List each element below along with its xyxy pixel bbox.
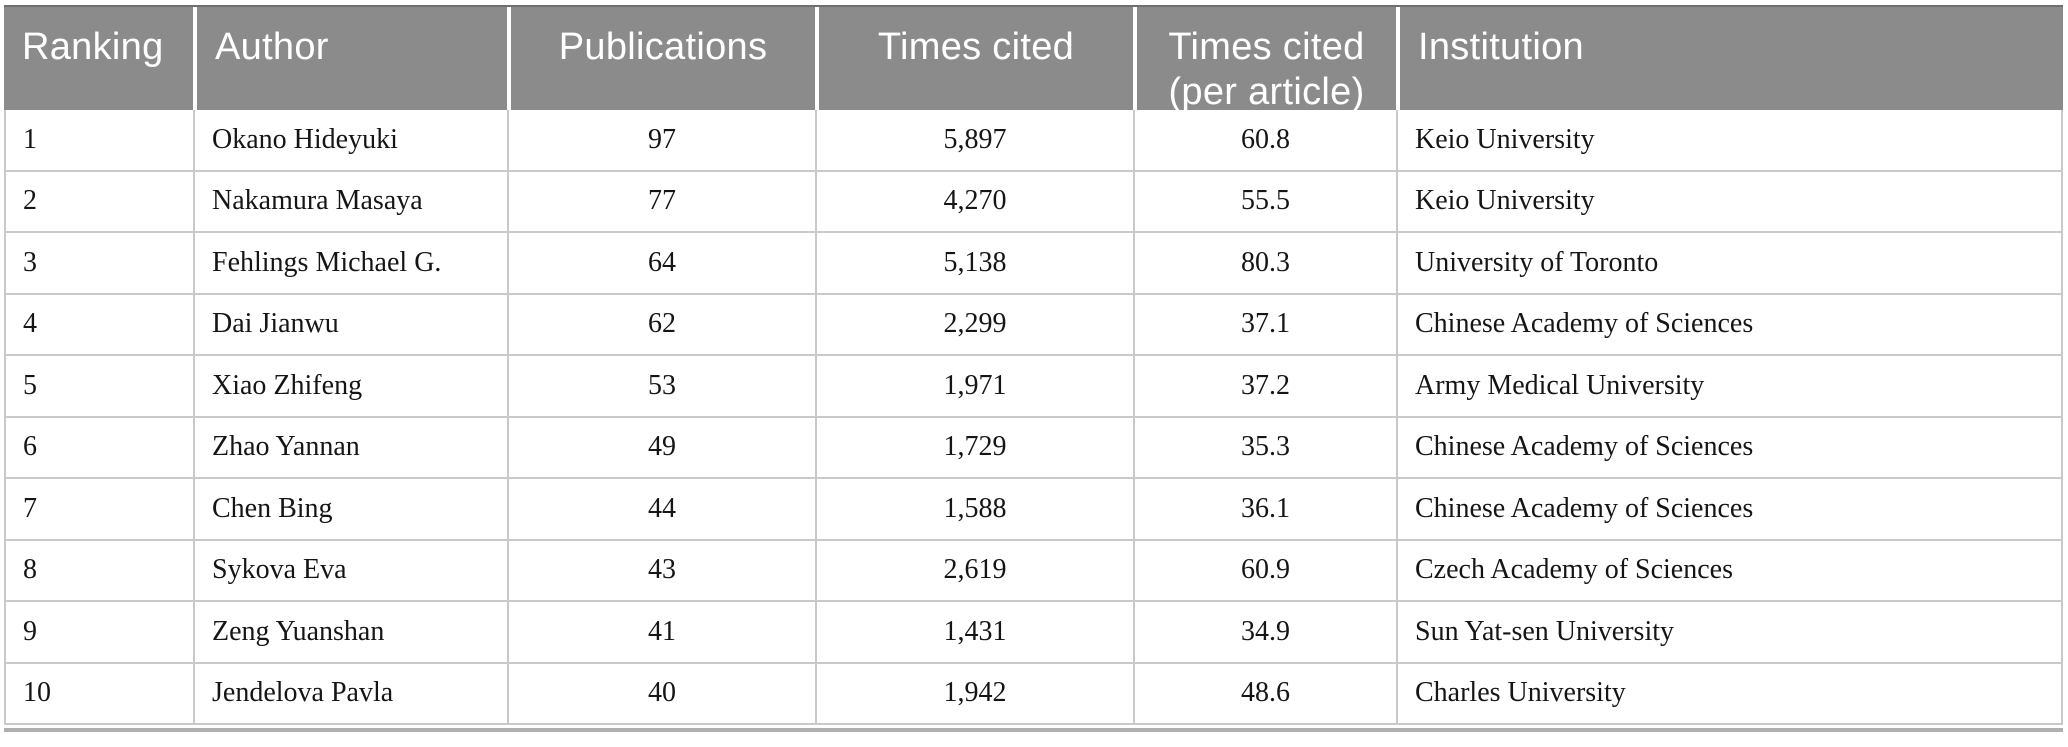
column-header-label: Times cited [877,26,1075,68]
cell-author: Fehlings Michael G. [195,233,509,293]
cell-ranking: 7 [6,479,195,539]
cell-publications: 62 [509,294,817,354]
cell-institution: Keio University [1415,185,1595,217]
cell-times-cited-per-article: 36.1 [1135,479,1398,539]
cell-ranking: 3 [6,233,195,293]
cell-times-cited-per-article: 37.1 [1135,294,1398,354]
table-row: 5 Xiao Zhifeng 53 1,971 37.2 Army Medica… [6,356,2061,418]
column-header-times-cited-per-article: Times cited (per article) [1133,7,1396,113]
cell-author: Dai Jianwu [195,294,509,354]
cell-times-cited: 1,971 [817,356,1135,416]
column-header-times-cited: Times cited [815,7,1133,110]
cell-author: Sykova Eva [195,540,509,600]
cell-times-cited-per-article: 55.5 [1135,171,1398,231]
cell-institution: Army Medical University [1415,369,1705,401]
cell-times-cited-per-article: 80.3 [1135,233,1398,293]
cell-institution: Sun Yat-sen University [1415,615,1675,647]
cell-author: Xiao Zhifeng [195,356,509,416]
cell-times-cited: 1,431 [817,602,1135,662]
cell-times-cited-per-article: 35.3 [1135,417,1398,477]
cell-times-cited: 1,588 [817,479,1135,539]
column-header-publications: Publications [507,7,815,110]
table-row: 4 Dai Jianwu 62 2,299 37.1 Chinese Acade… [6,294,2061,356]
cell-times-cited: 1,942 [817,663,1135,723]
table-row: 8 Sykova Eva 43 2,619 60.9 Czech Academy… [6,540,2061,602]
cell-times-cited: 4,270 [817,171,1135,231]
cell-times-cited: 1,729 [817,417,1135,477]
cell-times-cited-per-article: 37.2 [1135,356,1398,416]
column-header-label-line2: (per article) [1168,71,1365,113]
cell-institution: Czech Academy of Sciences [1415,554,1733,586]
column-header-ranking: Ranking [4,7,193,110]
cell-author: Zhao Yannan [195,417,509,477]
table-row: 7 Chen Bing 44 1,588 36.1 Chinese Academ… [6,479,2061,541]
column-header-author: Author [193,7,507,110]
table-row: 10 Jendelova Pavla 40 1,942 48.6 Charles… [6,663,2061,725]
cell-author: Okano Hideyuki [195,110,509,170]
cell-times-cited: 5,897 [817,110,1135,170]
cell-publications: 41 [509,602,817,662]
cell-author: Jendelova Pavla [195,663,509,723]
cell-publications: 64 [509,233,817,293]
cell-institution: Chinese Academy of Sciences [1415,431,1754,463]
cell-ranking: 5 [6,356,195,416]
cell-publications: 40 [509,663,817,723]
cell-publications: 43 [509,540,817,600]
cell-publications: 49 [509,417,817,477]
table-body: 1 Okano Hideyuki 97 5,897 60.8 Keio Univ… [4,110,2063,725]
cell-ranking: 1 [6,110,195,170]
cell-institution: Charles University [1415,677,1626,709]
cell-ranking: 6 [6,417,195,477]
column-header-label: Institution [1418,26,1584,68]
column-header-label-line1: Times cited [1168,26,1365,68]
table-row: 3 Fehlings Michael G. 64 5,138 80.3 Univ… [6,233,2061,295]
cell-publications: 77 [509,171,817,231]
cell-ranking: 4 [6,294,195,354]
cell-ranking: 8 [6,540,195,600]
cell-publications: 97 [509,110,817,170]
column-header-label: Publications [558,26,768,68]
cell-times-cited: 5,138 [817,233,1135,293]
top-authors-ranking-table: Ranking Author Publications Times cited … [4,5,2063,732]
cell-author: Nakamura Masaya [195,171,509,231]
cell-publications: 44 [509,479,817,539]
table-row: 9 Zeng Yuanshan 41 1,431 34.9 Sun Yat-se… [6,602,2061,664]
cell-times-cited-per-article: 48.6 [1135,663,1398,723]
cell-institution: Keio University [1415,123,1595,155]
cell-institution: Chinese Academy of Sciences [1415,492,1754,524]
cell-author: Chen Bing [195,479,509,539]
cell-ranking: 2 [6,171,195,231]
cell-institution: Chinese Academy of Sciences [1415,308,1754,340]
column-header-label: Ranking [22,26,164,68]
column-header-institution: Institution [1396,7,2063,110]
cell-times-cited: 2,619 [817,540,1135,600]
cell-ranking: 9 [6,602,195,662]
table-row: 1 Okano Hideyuki 97 5,897 60.8 Keio Univ… [6,110,2061,172]
cell-times-cited-per-article: 60.8 [1135,110,1398,170]
cell-times-cited: 2,299 [817,294,1135,354]
table-row: 6 Zhao Yannan 49 1,729 35.3 Chinese Acad… [6,417,2061,479]
cell-author: Zeng Yuanshan [195,602,509,662]
cell-institution: University of Toronto [1415,246,1659,278]
cell-ranking: 10 [6,663,195,723]
table-header-row: Ranking Author Publications Times cited … [4,5,2063,113]
table-row: 2 Nakamura Masaya 77 4,270 55.5 Keio Uni… [6,171,2061,233]
cell-times-cited-per-article: 34.9 [1135,602,1398,662]
cell-publications: 53 [509,356,817,416]
cell-times-cited-per-article: 60.9 [1135,540,1398,600]
table-bottom-rule [4,728,2063,732]
column-header-label: Author [215,26,329,68]
